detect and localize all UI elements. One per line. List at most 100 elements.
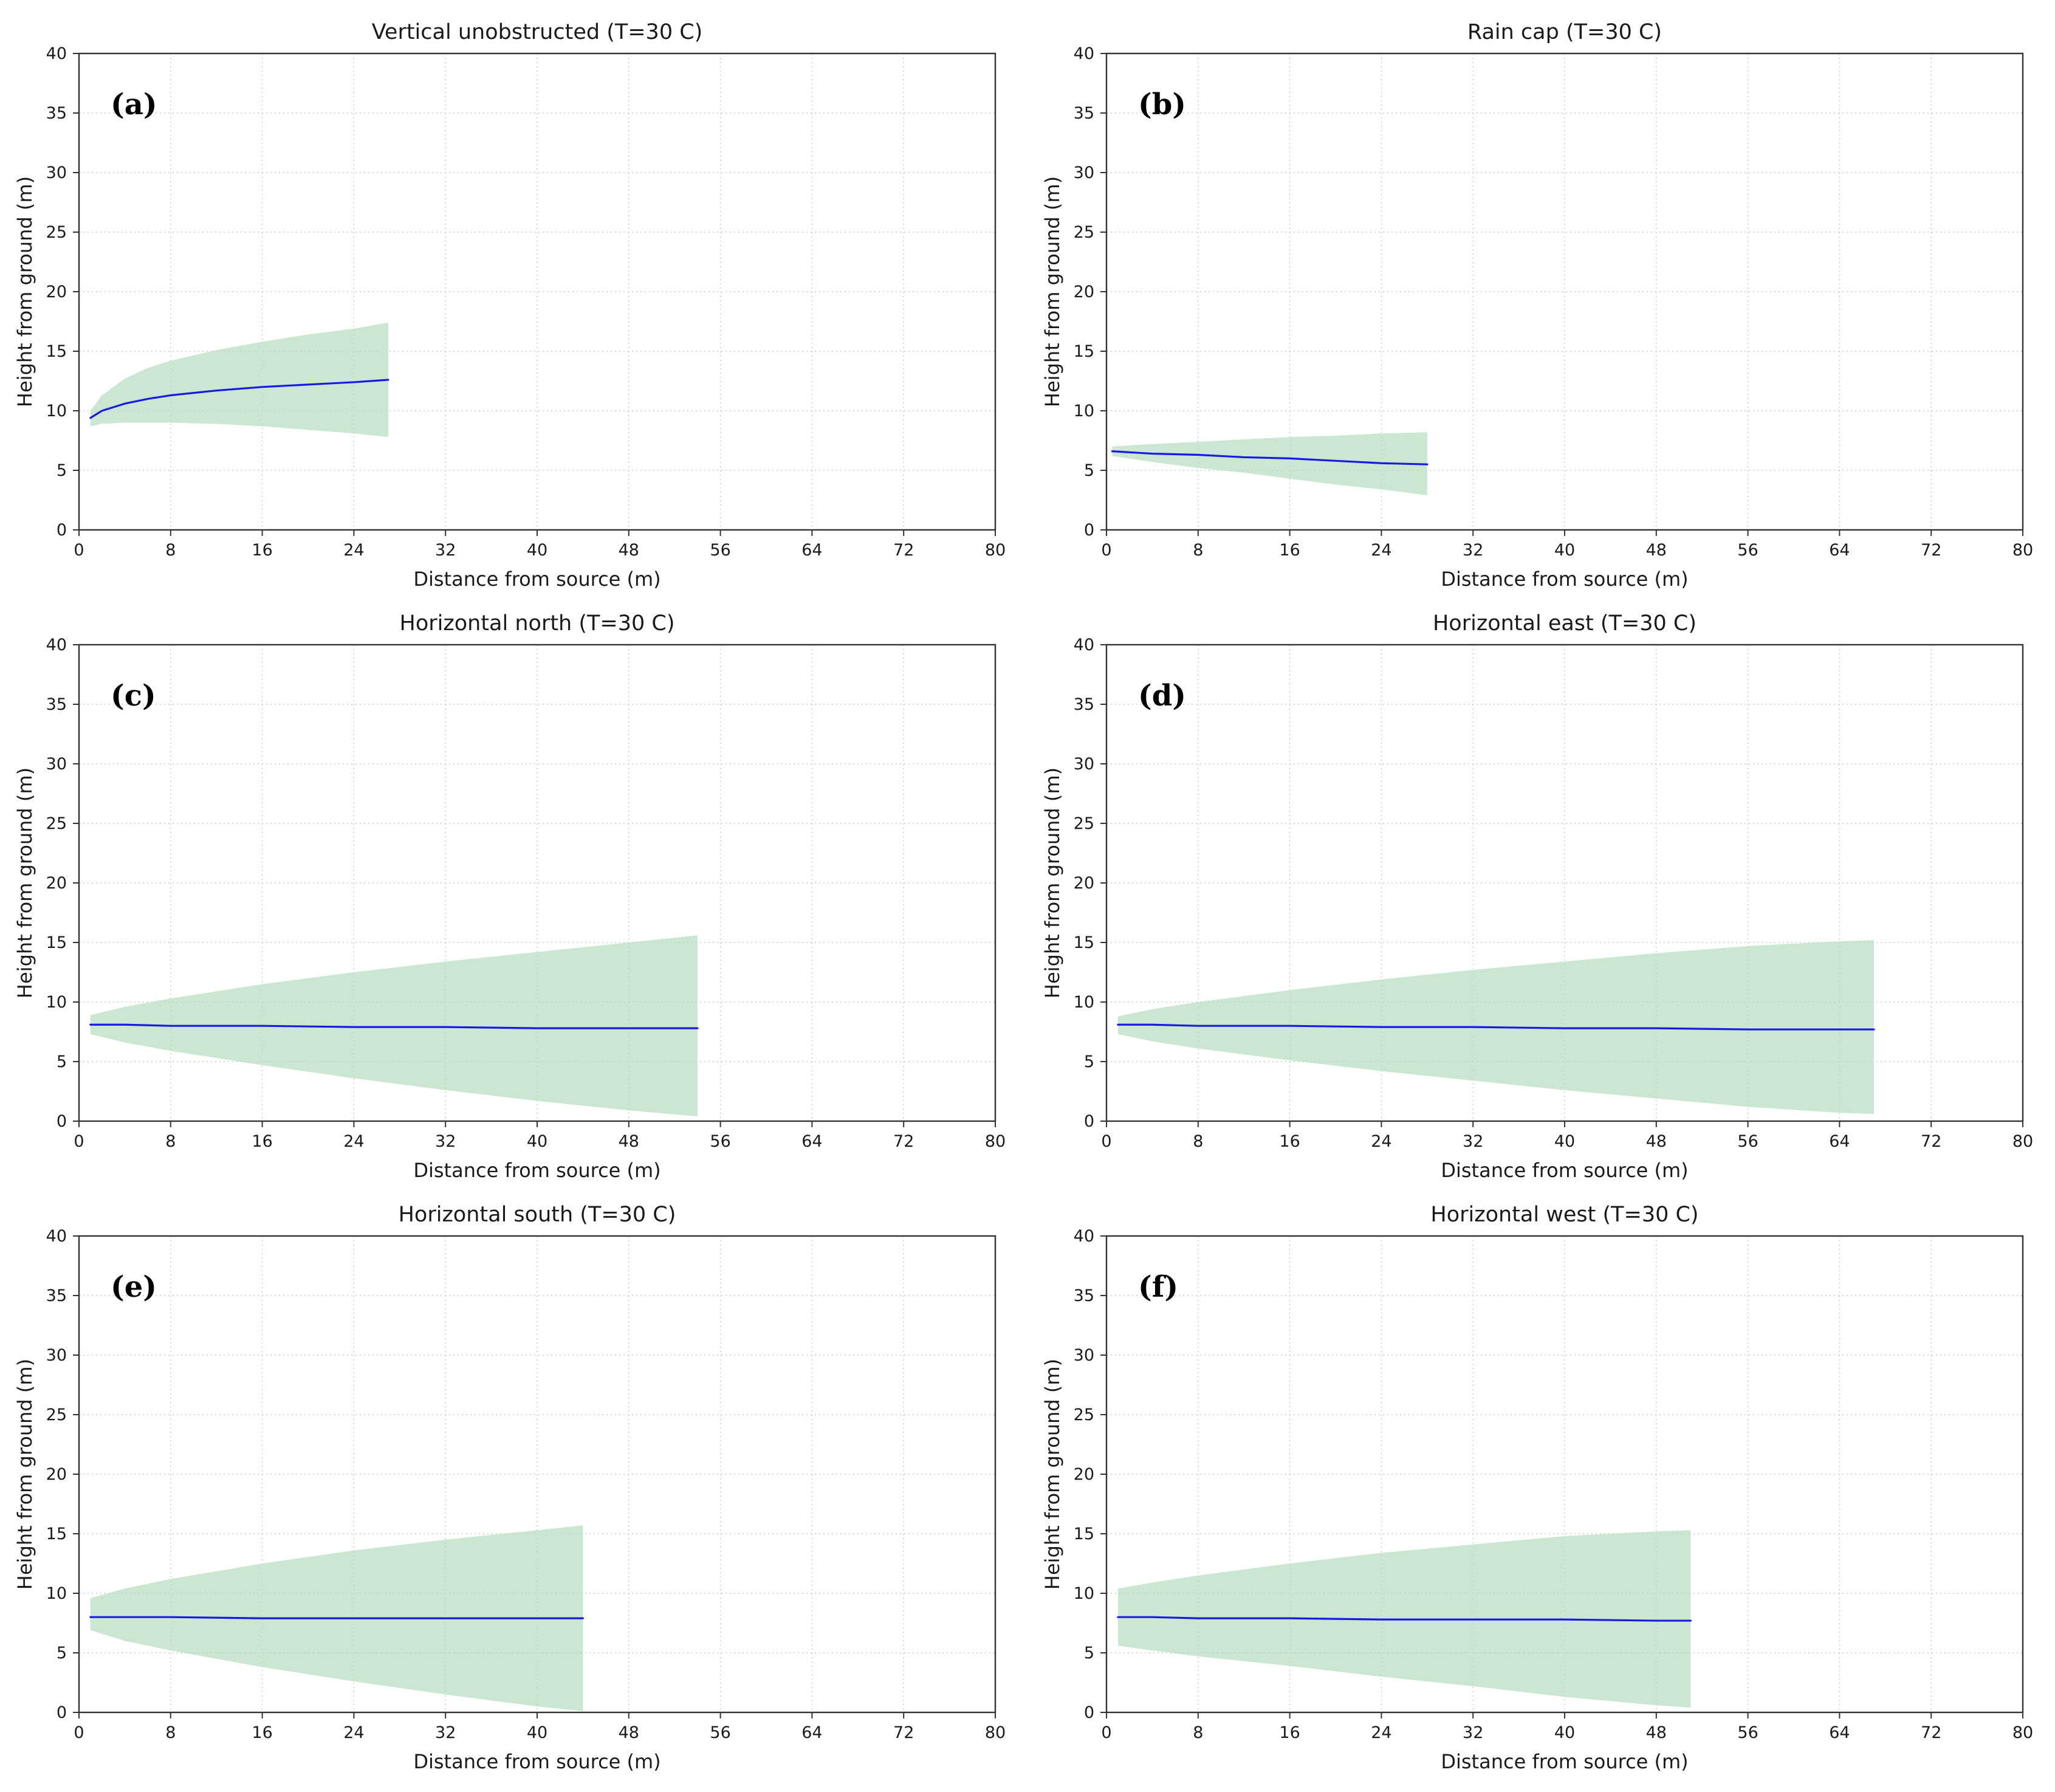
- y-tick-label: 5: [57, 1052, 67, 1071]
- panel-b-chart: 0 8 16 24 32 40 48 56 64 72 80 0 5 10 15 20 25 30 35 40 Rain…: [1040, 15, 2042, 595]
- x-tick-label: 16: [252, 1723, 272, 1742]
- y-tick-label: 5: [1084, 461, 1094, 480]
- y-tick-label: 10: [1074, 1584, 1094, 1603]
- y-tick-label: 0: [57, 1703, 67, 1722]
- y-tick-label: 15: [46, 933, 67, 952]
- x-tick-label: 16: [1279, 1723, 1300, 1742]
- y-tick-label: 30: [46, 755, 67, 774]
- y-tick-label: 40: [46, 1227, 67, 1246]
- x-tick-label: 64: [801, 1132, 822, 1151]
- x-tick-label: 16: [252, 541, 272, 560]
- y-tick-label: 20: [46, 874, 67, 893]
- y-tick-label: 0: [1084, 521, 1094, 540]
- x-tick-label: 80: [985, 541, 1006, 560]
- x-tick-label: 40: [527, 1723, 547, 1742]
- x-tick-label: 64: [1829, 1723, 1850, 1742]
- centerline: [89, 1616, 585, 1619]
- x-tick-label: 48: [619, 1132, 639, 1151]
- tick-marks: [73, 644, 996, 1127]
- x-tick-label: 0: [1101, 1723, 1111, 1742]
- centerline: [1117, 1023, 1875, 1031]
- x-axis-label: Distance from source (m): [413, 1750, 660, 1773]
- y-tick-label: 25: [46, 1406, 67, 1424]
- panel-letter: (e): [111, 1270, 157, 1304]
- y-tick-label: 35: [1074, 104, 1094, 123]
- y-tick-label: 30: [1074, 755, 1094, 774]
- x-tick-label: 16: [252, 1132, 272, 1151]
- x-tick-label: 48: [1646, 1723, 1667, 1742]
- y-axis-label: Height from ground (m): [13, 767, 36, 998]
- y-tick-label: 25: [1074, 223, 1094, 242]
- y-tick-label: 20: [46, 283, 67, 301]
- y-tick-label: 30: [46, 163, 67, 182]
- centerline: [1111, 450, 1429, 465]
- y-tick-label: 15: [46, 342, 67, 361]
- panel-letter: (b): [1138, 88, 1186, 122]
- panel-c: 0 8 16 24 32 40 48 56 64 72 80 0 5 10 15 20 25 30 35 40 Hori…: [12, 606, 1015, 1186]
- x-tick-label: 8: [165, 1723, 176, 1742]
- y-tick-label: 0: [57, 1112, 67, 1131]
- x-tick-label: 80: [2012, 1723, 2033, 1742]
- y-tick-label: 20: [1074, 283, 1094, 301]
- x-tick-label: 40: [527, 541, 547, 560]
- x-tick-label: 0: [1101, 541, 1111, 560]
- x-tick-label: 72: [893, 1132, 914, 1151]
- x-tick-label: 80: [2012, 1132, 2033, 1151]
- x-tick-label: 24: [343, 541, 364, 560]
- y-tick-label: 20: [1074, 874, 1094, 893]
- chart-title: Horizontal south (T=30 C): [399, 1203, 676, 1227]
- panel-a-chart: 0 8 16 24 32 40 48 56 64 72 80 0 5 10 15 20 25 30 35 40 Vert…: [12, 15, 1015, 595]
- y-tick-label: 15: [1074, 933, 1094, 952]
- y-axis-label: Height from ground (m): [13, 176, 36, 407]
- x-tick-label: 8: [1193, 1132, 1203, 1151]
- plot-background: [12, 606, 1015, 1186]
- y-tick-label: 5: [57, 1644, 67, 1663]
- x-tick-label: 48: [1646, 541, 1667, 560]
- panel-d-chart: 0 8 16 24 32 40 48 56 64 72 80 0 5 10 15 20 25 30 35 40 Hori…: [1040, 606, 2042, 1186]
- x-tick-label: 80: [985, 1723, 1006, 1742]
- y-tick-label: 25: [46, 223, 67, 242]
- x-tick-label: 32: [1463, 1132, 1483, 1151]
- panel-c-chart: 0 8 16 24 32 40 48 56 64 72 80 0 5 10 15 20 25 30 35 40 Hori…: [12, 606, 1015, 1186]
- x-tick-label: 16: [1279, 541, 1300, 560]
- plot-background: [1040, 606, 2042, 1186]
- y-tick-label: 40: [1074, 44, 1094, 63]
- x-tick-label: 56: [710, 1132, 730, 1151]
- uncertainty-band: [90, 935, 698, 1117]
- uncertainty-band: [1112, 432, 1427, 496]
- x-tick-label: 72: [1921, 1723, 1941, 1742]
- y-tick-label: 15: [1074, 342, 1094, 361]
- y-tick-label: 30: [1074, 163, 1094, 182]
- x-tick-label: 8: [165, 1132, 176, 1151]
- x-tick-label: 24: [1371, 1132, 1391, 1151]
- y-tick-label: 35: [46, 104, 67, 123]
- panel-a: 0 8 16 24 32 40 48 56 64 72 80 0 5 10 15 20 25 30 35 40 Vert…: [12, 15, 1015, 595]
- y-tick-label: 15: [1074, 1525, 1094, 1543]
- x-tick-label: 72: [893, 541, 914, 560]
- y-tick-label: 30: [46, 1346, 67, 1365]
- x-tick-label: 64: [801, 541, 822, 560]
- x-tick-label: 72: [893, 1723, 914, 1742]
- x-tick-label: 32: [435, 1132, 456, 1151]
- x-tick-label: 48: [619, 541, 639, 560]
- x-tick-label: 40: [1554, 1132, 1575, 1151]
- y-tick-label: 5: [1084, 1644, 1094, 1663]
- x-tick-label: 8: [165, 541, 176, 560]
- panel-d: 0 8 16 24 32 40 48 56 64 72 80 0 5 10 15 20 25 30 35 40 Hori…: [1040, 606, 2043, 1186]
- x-tick-label: 40: [527, 1132, 547, 1151]
- panel-letter: (a): [111, 88, 157, 122]
- x-tick-label: 56: [1737, 1132, 1758, 1151]
- x-tick-label: 0: [1101, 1132, 1111, 1151]
- uncertainty-band: [90, 322, 388, 438]
- x-tick-label: 64: [801, 1723, 822, 1742]
- x-tick-label: 64: [1829, 1132, 1850, 1151]
- y-tick-label: 5: [1084, 1052, 1094, 1071]
- x-axis-label: Distance from source (m): [1441, 1750, 1688, 1773]
- y-tick-label: 40: [1074, 636, 1094, 654]
- y-tick-label: 10: [1074, 402, 1094, 421]
- y-tick-label: 5: [57, 461, 67, 480]
- x-tick-label: 56: [710, 541, 730, 560]
- x-tick-label: 80: [985, 1132, 1006, 1151]
- x-tick-label: 40: [1554, 1723, 1575, 1742]
